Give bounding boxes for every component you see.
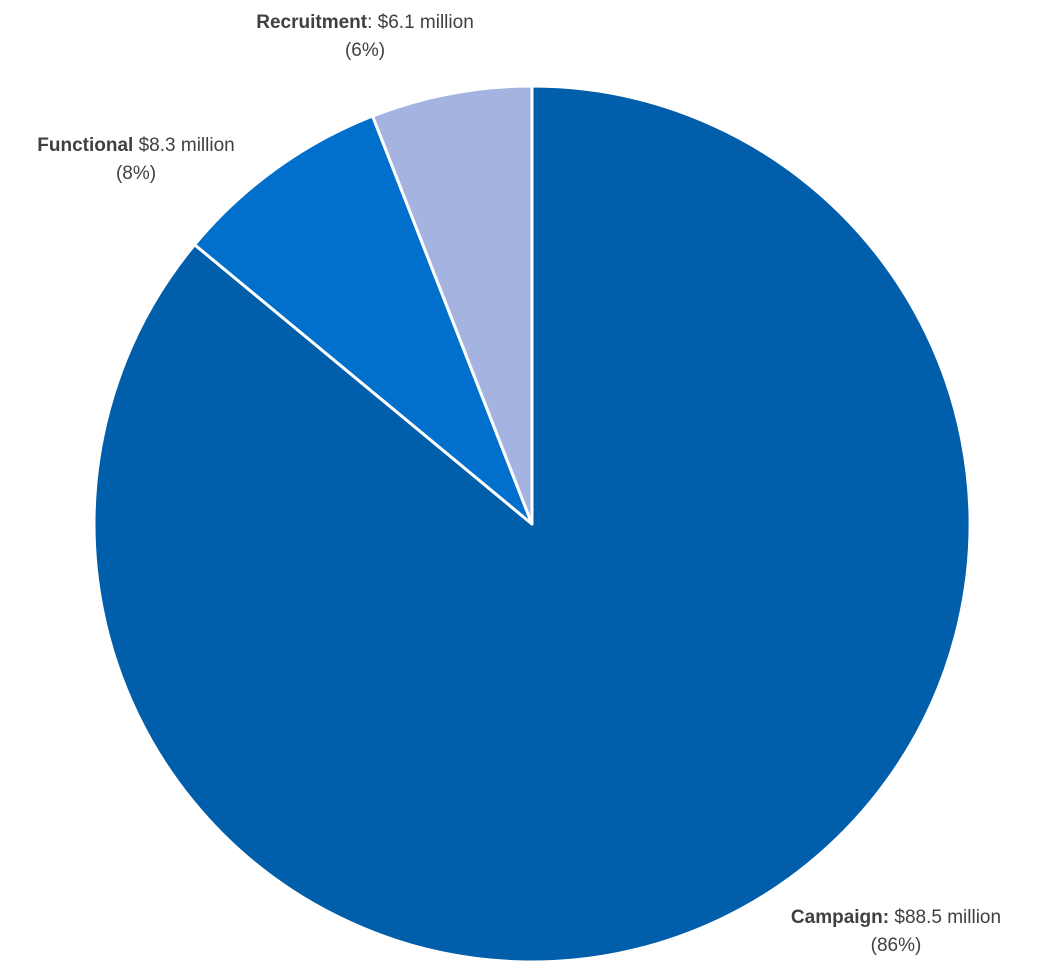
label-campaign-percent: (86%) (871, 935, 922, 956)
label-recruitment: Recruitment: $6.1 million (256, 12, 474, 33)
label-campaign-amount: $88.5 million (894, 907, 1001, 928)
pie-slices (94, 86, 970, 962)
label-functional: Functional $8.3 million (37, 135, 234, 156)
label-recruitment-amount: $6.1 million (378, 12, 474, 33)
label-recruitment-category: Recruitment (256, 12, 368, 33)
label-functional-category: Functional (37, 135, 133, 156)
label-functional-amount: $8.3 million (139, 135, 235, 156)
label-recruitment-separator: : (367, 12, 372, 33)
label-campaign: Campaign: $88.5 million (791, 907, 1001, 928)
label-campaign-separator: : (883, 907, 889, 928)
label-functional-percent: (8%) (116, 163, 156, 184)
label-campaign-category: Campaign (791, 907, 883, 928)
label-recruitment-percent: (6%) (345, 40, 385, 61)
